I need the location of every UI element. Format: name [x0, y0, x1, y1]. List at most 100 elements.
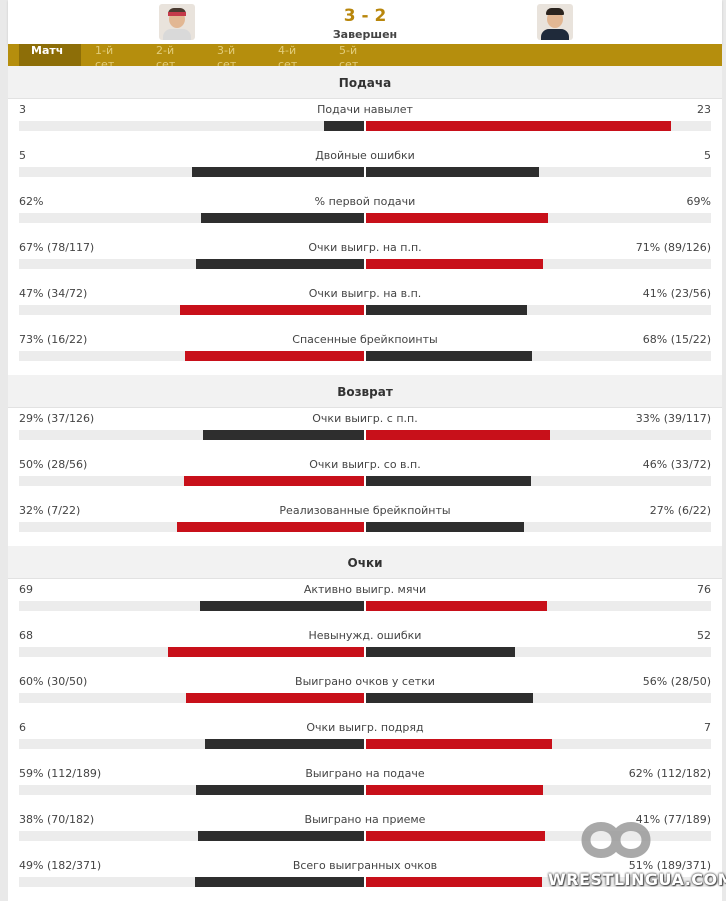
stat-row: 6 Очки выигр. подряд 7: [8, 717, 722, 763]
tab-set-2[interactable]: 2-й сет: [156, 44, 176, 66]
section-body: 3 Подачи навылет 23 5 Двойные ошибки 5 62% % пе…: [8, 99, 722, 375]
stat-left-track: [19, 693, 364, 703]
stat-left-bar: [195, 785, 364, 795]
stat-right-track: [366, 121, 711, 131]
stat-right-bar: [366, 430, 550, 440]
stat-right-bar: [366, 693, 533, 703]
stat-left-track: [19, 739, 364, 749]
stat-right-track: [366, 167, 711, 177]
stat-label: % первой подачи: [314, 195, 416, 208]
stat-right-bar: [366, 877, 542, 887]
stat-right-bar: [366, 522, 524, 532]
player-left-avatar[interactable]: [159, 4, 195, 40]
section-body: 69 Активно выигр. мячи 76 68 Невынужд. ошибк…: [8, 579, 722, 901]
stat-right-value: 23: [697, 103, 711, 116]
tab-set-1[interactable]: 1-й сет: [95, 44, 115, 66]
tab-match[interactable]: Матч: [19, 44, 81, 66]
section-header: Очки: [8, 546, 722, 579]
stat-row: 73% (16/22) Спасенные брейкпоинты 68% (15/…: [8, 329, 722, 375]
stat-left-bar: [185, 693, 364, 703]
stat-right-track: [366, 522, 711, 532]
stat-right-value: 7: [704, 721, 711, 734]
stat-left-bar: [177, 522, 364, 532]
stat-right-track: [366, 831, 711, 841]
stat-right-value: 51% (189/371): [628, 859, 711, 872]
stat-left-bar: [196, 259, 364, 269]
stat-right-bar: [366, 121, 672, 131]
stat-label: Очки выигр. на п.п.: [308, 241, 422, 254]
tab-set-3[interactable]: 3-й сет: [217, 44, 237, 66]
stat-label: Подачи навылет: [317, 103, 413, 116]
section-body: 29% (37/126) Очки выигр. с п.п. 33% (39/11…: [8, 408, 722, 546]
stat-left-value: 47% (34/72): [19, 287, 88, 300]
stat-left-track: [19, 167, 364, 177]
tab-set-5[interactable]: 5-й сет: [339, 44, 359, 66]
stat-left-bar: [202, 430, 364, 440]
stat-row: 68 Невынужд. ошибки 52: [8, 625, 722, 671]
watermark-text: WRESTLINGUA.COM: [548, 870, 726, 889]
stat-right-bar: [366, 831, 546, 841]
player-right-avatar[interactable]: [537, 4, 573, 40]
stat-left-bar: [168, 647, 364, 657]
stat-label: Выиграно на подаче: [305, 767, 425, 780]
stat-left-bar: [198, 831, 364, 841]
stat-row: 32% (7/22) Реализованные брейкпойнты 27% (…: [8, 500, 722, 546]
stat-right-bar: [366, 647, 516, 657]
stat-right-bar: [366, 213, 548, 223]
stat-right-track: [366, 213, 711, 223]
tab-set-4[interactable]: 4-й сет: [278, 44, 298, 66]
stat-left-value: 69: [19, 583, 33, 596]
stat-left-value: 50% (28/56): [19, 458, 88, 471]
stat-left-track: [19, 831, 364, 841]
stat-row: 5 Двойные ошибки 5: [8, 145, 722, 191]
stat-row: 69 Активно выигр. мячи 76: [8, 579, 722, 625]
stat-right-bar: [366, 739, 552, 749]
stats-panel: Подача 3 Подачи навылет 23 5 Двойные ошибки 5 6…: [8, 66, 722, 901]
stat-right-track: [366, 785, 711, 795]
stat-row: 3 Подачи навылет 23: [8, 99, 722, 145]
stat-left-value: 60% (30/50): [19, 675, 88, 688]
stat-label: Активно выигр. мячи: [303, 583, 427, 596]
stat-row: 49% (182/371) Всего выигранных очков 51% (…: [8, 855, 722, 901]
stat-left-bar: [185, 351, 364, 361]
section-header: Возврат: [8, 375, 722, 408]
match-header: 3 - 2 Завершен: [8, 0, 722, 45]
stat-right-bar: [366, 305, 527, 315]
stat-left-track: [19, 213, 364, 223]
stat-left-bar: [194, 877, 364, 887]
stat-label: Очки выигр. подряд: [306, 721, 424, 734]
stat-right-track: [366, 693, 711, 703]
stat-left-value: 38% (70/182): [19, 813, 95, 826]
stat-label: Невынужд. ошибки: [308, 629, 422, 642]
stat-label: Реализованные брейкпойнты: [279, 504, 451, 517]
stat-right-value: 62% (112/182): [628, 767, 711, 780]
stat-left-track: [19, 121, 364, 131]
stat-right-value: 69%: [686, 195, 711, 208]
section-header: Подача: [8, 66, 722, 99]
stat-label: Очки выигр. на в.п.: [308, 287, 422, 300]
stat-left-value: 67% (78/117): [19, 241, 95, 254]
stat-right-value: 33% (39/117): [635, 412, 711, 425]
stat-left-track: [19, 877, 364, 887]
stat-left-value: 6: [19, 721, 26, 734]
stat-row: 59% (112/189) Выиграно на подаче 62% (112/…: [8, 763, 722, 809]
stat-left-bar: [204, 739, 364, 749]
stat-left-track: [19, 647, 364, 657]
set-tabs: Матч 1-й сет 2-й сет 3-й сет 4-й сет 5-й…: [8, 44, 722, 66]
stat-left-bar: [324, 121, 364, 131]
stat-right-value: 41% (77/189): [635, 813, 711, 826]
stat-left-bar: [199, 601, 364, 611]
stat-right-track: [366, 647, 711, 657]
stat-right-bar: [366, 259, 544, 269]
stat-left-track: [19, 601, 364, 611]
stat-right-value: 68% (15/22): [642, 333, 711, 346]
stat-right-value: 76: [697, 583, 711, 596]
stat-left-value: 29% (37/126): [19, 412, 95, 425]
stat-left-track: [19, 259, 364, 269]
stat-left-track: [19, 476, 364, 486]
stat-row: 38% (70/182) Выиграно на приеме 41% (77/18…: [8, 809, 722, 855]
stat-right-track: [366, 259, 711, 269]
stat-left-value: 49% (182/371): [19, 859, 102, 872]
stat-row: 67% (78/117) Очки выигр. на п.п. 71% (89/1…: [8, 237, 722, 283]
stat-right-bar: [366, 476, 532, 486]
